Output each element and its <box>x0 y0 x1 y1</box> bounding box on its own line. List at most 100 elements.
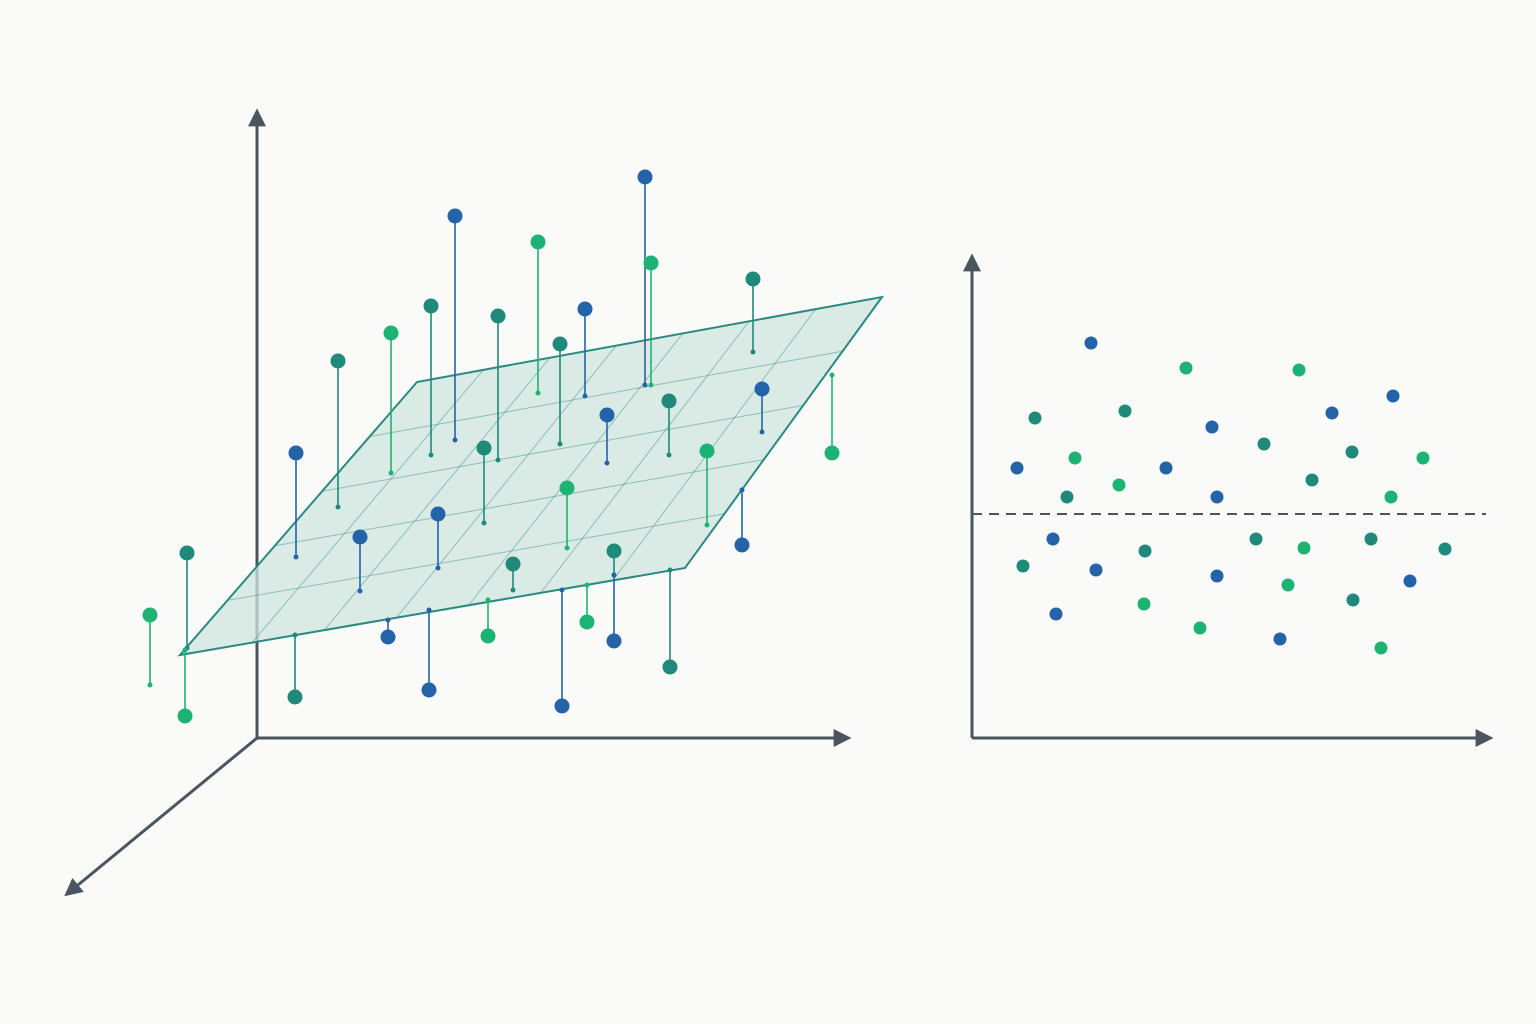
observation <box>552 336 568 352</box>
observation <box>352 529 368 545</box>
observation <box>699 443 715 459</box>
residual-point <box>1249 532 1263 546</box>
residual-point <box>1325 406 1339 420</box>
residual-point <box>1046 532 1060 546</box>
plane-grid <box>468 333 684 606</box>
plane-point <box>385 617 391 623</box>
plane-point <box>750 349 756 355</box>
plane-point <box>452 437 458 443</box>
observation <box>490 308 506 324</box>
observation <box>661 393 677 409</box>
residual-point <box>1118 404 1132 418</box>
observation <box>530 234 546 250</box>
observation <box>662 659 678 675</box>
plane-point <box>388 470 394 476</box>
observation <box>637 169 653 185</box>
plane-point <box>182 647 188 653</box>
residual-point <box>1159 461 1173 475</box>
plane-grid <box>251 369 484 643</box>
residual-point <box>1010 461 1024 475</box>
observation <box>179 545 195 561</box>
residual-point <box>1305 473 1319 487</box>
plane-point <box>481 520 487 526</box>
residual-point <box>1179 361 1193 375</box>
plane-grid <box>612 308 816 581</box>
plane-grid <box>540 320 750 594</box>
plane-point <box>829 372 835 378</box>
observation <box>380 629 396 645</box>
residual-point <box>1137 597 1151 611</box>
plane-point <box>582 393 588 399</box>
residual-point <box>1089 563 1103 577</box>
plane-point <box>739 487 745 493</box>
observation <box>447 208 463 224</box>
residual-point <box>1292 363 1306 377</box>
y-axis <box>64 736 258 897</box>
observation <box>577 301 593 317</box>
residual-point <box>1346 593 1360 607</box>
residual-point <box>1028 411 1042 425</box>
plane-point <box>435 565 441 571</box>
residual-point <box>1403 574 1417 588</box>
residual-point <box>1384 490 1398 504</box>
residual-point <box>1386 389 1400 403</box>
plane-point <box>759 429 765 435</box>
plane-point <box>485 597 491 603</box>
plane-point <box>428 452 434 458</box>
observation <box>754 381 770 397</box>
residual-point <box>1049 607 1063 621</box>
residual-point <box>1210 490 1224 504</box>
residual-point <box>1138 544 1152 558</box>
plane-point <box>648 382 654 388</box>
observation <box>606 633 622 649</box>
residual-point <box>1273 632 1287 646</box>
observation <box>734 537 750 553</box>
residual-point <box>1016 559 1030 573</box>
observation <box>606 543 622 559</box>
residual-point <box>1205 420 1219 434</box>
observation <box>383 325 399 341</box>
plane-point <box>510 587 516 593</box>
plane-point <box>559 587 565 593</box>
residual-point <box>1416 451 1430 465</box>
residual-point <box>1364 532 1378 546</box>
residual-point <box>1438 542 1452 556</box>
regression-3d <box>64 108 885 897</box>
observation <box>643 255 659 271</box>
plane-point <box>564 545 570 551</box>
observation <box>559 480 575 496</box>
plane-point <box>535 390 541 396</box>
residual-point <box>1068 451 1082 465</box>
plane-point <box>147 682 153 688</box>
residual-point <box>1374 641 1388 655</box>
observation <box>476 440 492 456</box>
observation <box>287 689 303 705</box>
observation <box>142 607 158 623</box>
plane-point <box>666 452 672 458</box>
residual-point <box>1210 569 1224 583</box>
plane-point <box>335 504 341 510</box>
residual-point <box>1297 541 1311 555</box>
plane-point <box>426 607 432 613</box>
plane-grid <box>323 357 551 631</box>
plane-point <box>557 441 563 447</box>
plane-grid <box>396 345 617 619</box>
residual-point <box>1281 578 1295 592</box>
plane-grid <box>369 350 843 438</box>
residual-point <box>1257 437 1271 451</box>
plane-point <box>667 567 673 573</box>
plane-point <box>642 382 648 388</box>
observation <box>579 614 595 630</box>
observation <box>177 708 193 724</box>
observation <box>423 298 439 314</box>
plane-point <box>357 588 363 594</box>
observation <box>330 353 346 369</box>
residual-point <box>1060 490 1074 504</box>
observation <box>599 407 615 423</box>
plane-grid <box>227 513 725 601</box>
plane-grid <box>322 404 804 492</box>
plane-point <box>611 572 617 578</box>
